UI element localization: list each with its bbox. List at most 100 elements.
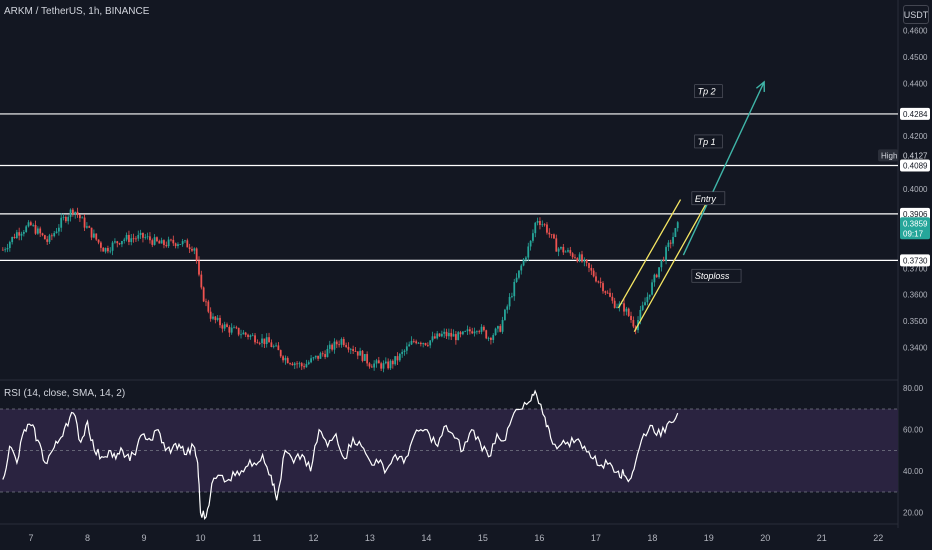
- candle-body: [18, 232, 21, 236]
- candle-body: [648, 294, 651, 297]
- candle-body: [240, 334, 242, 336]
- candle-body: [90, 227, 93, 238]
- candle-body: [11, 236, 14, 243]
- rsi-axis[interactable]: 80.00 60.00 40.00 20.00: [903, 384, 924, 518]
- candle-body: [660, 259, 663, 268]
- candle-body: [571, 253, 574, 258]
- candle-body: [328, 344, 331, 349]
- candle-body: [543, 224, 546, 226]
- candle-body: [60, 217, 63, 228]
- rsi-tick-label: 80.00: [903, 384, 924, 393]
- candle-body: [235, 327, 238, 329]
- candle-body: [569, 250, 572, 254]
- candle-body: [454, 334, 457, 341]
- candle-body: [128, 234, 130, 243]
- candle-body: [69, 209, 72, 217]
- candle-body: [93, 233, 95, 238]
- annotation-box[interactable]: [694, 134, 723, 149]
- candle-body: [64, 216, 67, 222]
- candle-body: [310, 358, 312, 363]
- candle-body: [50, 235, 53, 237]
- candle-body: [457, 332, 460, 341]
- price-channel[interactable]: [617, 199, 709, 333]
- candle-body: [422, 343, 425, 345]
- candle-body: [410, 340, 413, 345]
- candle-body: [144, 237, 147, 238]
- candle-body: [181, 241, 184, 245]
- candle-body: [158, 241, 161, 244]
- candle-body: [408, 344, 411, 347]
- candle-body: [345, 345, 348, 347]
- candle-body: [515, 277, 518, 282]
- channel-upper-line[interactable]: [617, 199, 682, 309]
- annotation-box[interactable]: [691, 191, 726, 206]
- candle-body: [195, 248, 198, 261]
- candle-body: [314, 355, 317, 358]
- candle-body: [298, 363, 301, 365]
- candle-body: [338, 344, 341, 346]
- candle-body: [548, 232, 551, 235]
- candle-body: [20, 233, 23, 236]
- candle-body: [114, 241, 116, 243]
- candle-body: [57, 227, 60, 232]
- high-label: High: [881, 151, 897, 160]
- candle-body: [557, 248, 560, 252]
- candle-body: [377, 360, 380, 364]
- annotation-label: Entry: [695, 194, 717, 204]
- horizontal-levels[interactable]: [0, 113, 898, 261]
- last-price-tag: [900, 217, 930, 240]
- arrow-head: [755, 80, 765, 92]
- candle-body: [534, 222, 537, 234]
- level-price-tag: [900, 254, 930, 267]
- candle-body: [340, 339, 343, 345]
- candle-body: [499, 326, 502, 332]
- level-price-tag: [900, 159, 930, 172]
- candle-body: [123, 239, 126, 241]
- candle-body: [440, 333, 443, 337]
- arrow-shaft[interactable]: [682, 81, 765, 256]
- candle-body: [324, 354, 327, 358]
- candle-body: [490, 337, 492, 340]
- candle-body: [165, 245, 168, 247]
- time-axis[interactable]: 7 8 9 10 11 12 13 14 15 16 17 18 19 20 21 22: [0, 523, 898, 543]
- price-axis[interactable]: 0.4600 0.4500 0.4400 0.4200 0.4000 0.3700 0.36…: [878, 26, 930, 353]
- candle-body: [46, 239, 49, 242]
- candle-body: [373, 363, 376, 368]
- candle-body: [209, 311, 212, 319]
- candle-body: [391, 360, 394, 365]
- candle-body: [445, 331, 448, 337]
- candle-body: [149, 236, 151, 241]
- candle-body: [433, 336, 436, 339]
- candle-body: [223, 324, 226, 329]
- candle-body: [137, 234, 140, 239]
- channel-lower-line[interactable]: [633, 200, 709, 333]
- chart-annotations[interactable]: Tp 2 Tp 1 Entry Stoploss: [691, 84, 742, 283]
- time-tick-label: 13: [365, 533, 375, 543]
- annotation-box[interactable]: [694, 84, 723, 99]
- candle-body: [242, 332, 245, 335]
- candle-body: [641, 305, 644, 310]
- annotation-box[interactable]: [691, 268, 742, 283]
- candle-body: [36, 228, 39, 234]
- candle-body: [508, 296, 511, 307]
- price-tick-label: 0.3500: [903, 317, 928, 326]
- candle-body: [160, 240, 163, 244]
- candle-body: [606, 292, 609, 294]
- candle-body: [146, 236, 149, 238]
- symbol-legend: ARKM / TetherUS, 1h, BINANCE: [4, 6, 150, 17]
- candle-body: [511, 296, 513, 298]
- level-price-tag: [900, 207, 930, 220]
- candle-body: [627, 308, 630, 316]
- candle-body: [597, 281, 600, 283]
- candle-body: [539, 221, 541, 225]
- candle-body: [595, 276, 597, 282]
- currency-button[interactable]: USDT: [903, 5, 929, 24]
- candle-body: [312, 357, 315, 359]
- candle-body: [426, 345, 429, 346]
- projection-arrow[interactable]: [682, 80, 765, 256]
- candle-body: [485, 330, 488, 339]
- candle-body: [562, 246, 565, 253]
- candle-body: [300, 363, 303, 367]
- candle-body: [354, 350, 357, 352]
